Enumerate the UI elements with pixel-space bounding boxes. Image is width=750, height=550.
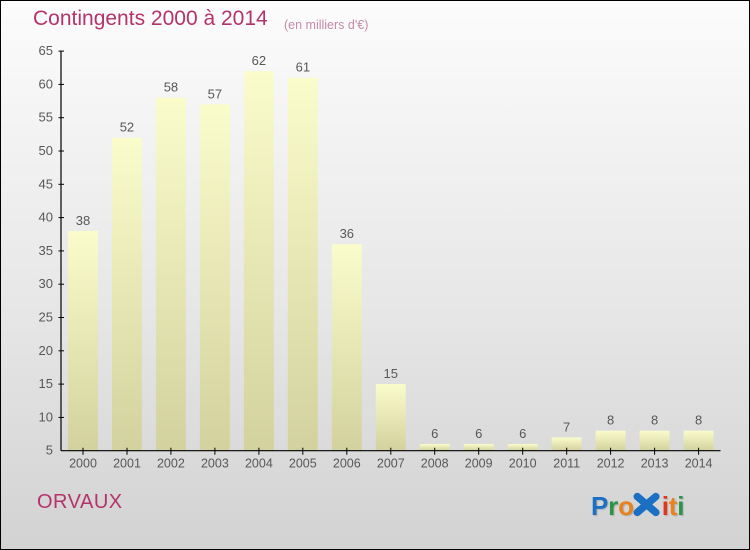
svg-text:15: 15 bbox=[384, 366, 398, 381]
svg-text:2010: 2010 bbox=[509, 457, 537, 471]
svg-text:58: 58 bbox=[164, 80, 178, 95]
svg-text:2002: 2002 bbox=[157, 457, 185, 471]
svg-text:2005: 2005 bbox=[289, 457, 317, 471]
svg-text:2006: 2006 bbox=[333, 457, 361, 471]
svg-text:20: 20 bbox=[39, 343, 53, 358]
svg-text:62: 62 bbox=[252, 53, 266, 68]
svg-text:2009: 2009 bbox=[465, 457, 493, 471]
svg-text:2007: 2007 bbox=[377, 457, 405, 471]
svg-text:35: 35 bbox=[39, 243, 53, 258]
svg-text:61: 61 bbox=[296, 60, 310, 75]
svg-text:38: 38 bbox=[76, 213, 90, 228]
svg-text:36: 36 bbox=[340, 226, 354, 241]
svg-text:2000: 2000 bbox=[69, 457, 97, 471]
svg-text:55: 55 bbox=[39, 110, 53, 125]
svg-text:2003: 2003 bbox=[201, 457, 229, 471]
svg-text:2011: 2011 bbox=[553, 457, 580, 471]
svg-text:8: 8 bbox=[695, 413, 702, 428]
svg-text:2004: 2004 bbox=[245, 457, 273, 471]
svg-text:6: 6 bbox=[475, 426, 482, 441]
svg-text:40: 40 bbox=[39, 210, 53, 225]
svg-text:50: 50 bbox=[39, 143, 53, 158]
svg-text:2008: 2008 bbox=[421, 457, 449, 471]
svg-text:2013: 2013 bbox=[641, 457, 669, 471]
svg-text:25: 25 bbox=[39, 310, 53, 325]
svg-text:8: 8 bbox=[651, 413, 658, 428]
svg-text:52: 52 bbox=[120, 120, 134, 135]
svg-text:6: 6 bbox=[431, 426, 438, 441]
svg-text:15: 15 bbox=[39, 376, 53, 391]
svg-text:45: 45 bbox=[39, 176, 53, 191]
svg-text:6: 6 bbox=[519, 426, 526, 441]
svg-text:5: 5 bbox=[46, 443, 53, 458]
svg-text:2014: 2014 bbox=[685, 457, 713, 471]
svg-text:7: 7 bbox=[563, 419, 570, 434]
svg-text:8: 8 bbox=[607, 413, 614, 428]
svg-text:57: 57 bbox=[208, 86, 222, 101]
svg-text:2001: 2001 bbox=[113, 457, 141, 471]
svg-text:60: 60 bbox=[39, 76, 53, 91]
svg-text:30: 30 bbox=[39, 276, 53, 291]
svg-text:2012: 2012 bbox=[597, 457, 625, 471]
svg-text:10: 10 bbox=[39, 409, 53, 424]
svg-text:65: 65 bbox=[39, 43, 53, 58]
